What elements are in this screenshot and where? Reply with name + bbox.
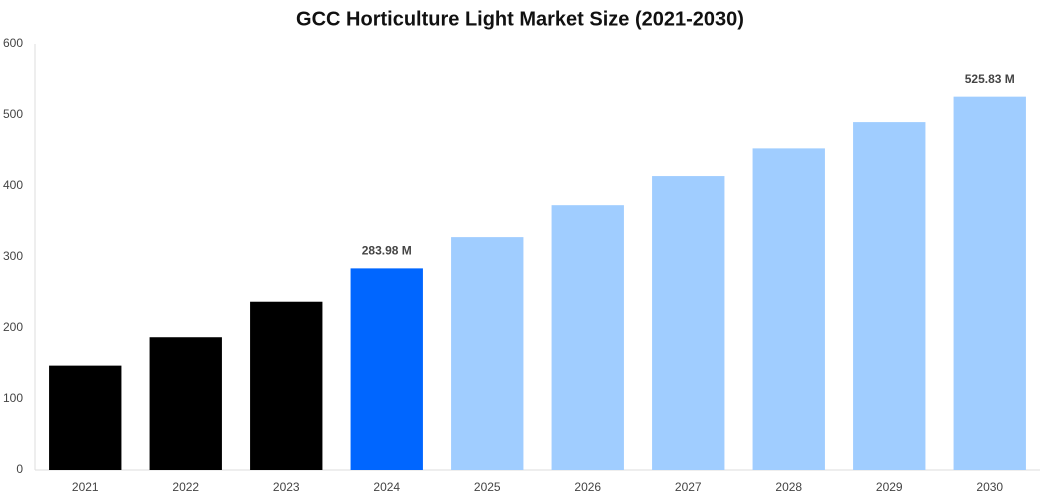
x-tick-label: 2025 xyxy=(474,480,501,494)
y-tick-label: 100 xyxy=(3,391,23,405)
bar xyxy=(250,301,323,470)
x-tick-label: 2030 xyxy=(976,480,1003,494)
bar xyxy=(49,365,122,470)
bar xyxy=(652,176,725,470)
bar xyxy=(752,148,825,470)
x-tick-label: 2021 xyxy=(72,480,99,494)
x-tick-label: 2027 xyxy=(675,480,702,494)
bar xyxy=(953,96,1026,470)
bar xyxy=(149,337,222,470)
chart-title: GCC Horticulture Light Market Size (2021… xyxy=(296,8,744,30)
y-tick-label: 600 xyxy=(3,36,23,50)
x-tick-label: 2023 xyxy=(273,480,300,494)
y-tick-label: 500 xyxy=(3,107,23,121)
y-tick-label: 400 xyxy=(3,178,23,192)
value-label: 525.83 M xyxy=(965,72,1015,86)
y-tick-label: 200 xyxy=(3,320,23,334)
value-label: 283.98 M xyxy=(362,244,412,258)
x-tick-label: 2022 xyxy=(172,480,199,494)
bar xyxy=(551,205,624,471)
x-tick-label: 2024 xyxy=(373,480,400,494)
x-tick-label: 2026 xyxy=(574,480,601,494)
bar xyxy=(451,237,524,470)
bar xyxy=(853,122,926,470)
y-tick-label: 300 xyxy=(3,249,23,263)
bar xyxy=(350,268,423,470)
y-tick-label: 0 xyxy=(16,462,23,476)
x-tick-label: 2029 xyxy=(876,480,903,494)
x-tick-label: 2028 xyxy=(775,480,802,494)
